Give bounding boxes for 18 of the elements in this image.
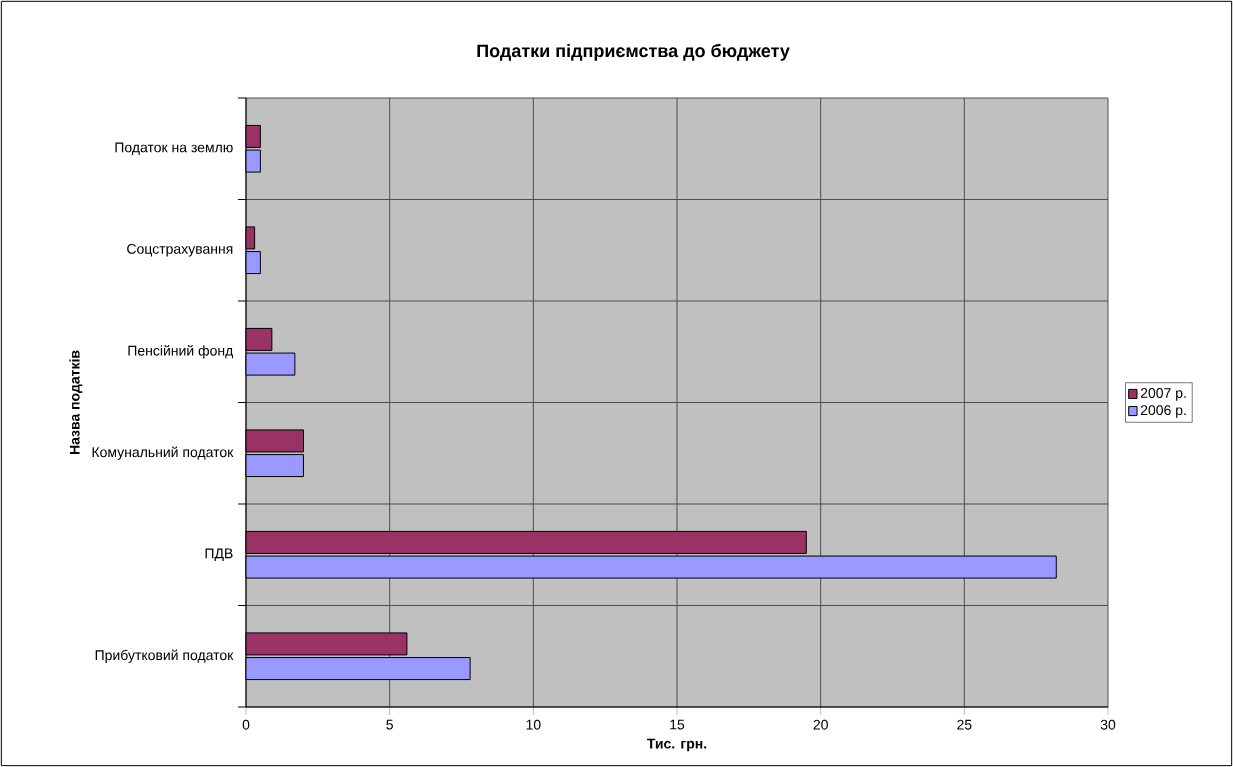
x-tick-label: 25 (957, 719, 972, 730)
x-axis-title: Тис. грн. (647, 738, 707, 752)
y-tick-label: Соцстрахування (127, 243, 233, 257)
x-tick-label: 0 (242, 719, 250, 730)
y-tick-label: ПДВ (205, 548, 233, 561)
x-tick-label: 30 (1100, 719, 1116, 730)
y-axis-title: Назва податків (69, 350, 83, 455)
chart-title: Податки підприємства до бюджету (477, 43, 790, 61)
x-tick-label: 15 (670, 719, 685, 730)
y-tick-label: Комунальний податок (92, 446, 234, 460)
x-tick-label: 20 (813, 719, 828, 730)
x-tick-label: 5 (386, 719, 393, 730)
y-tick-label: Пенсійний фонд (128, 345, 234, 359)
y-tick-label: Податок на землю (115, 142, 233, 155)
legend-label: 2006 р. (1140, 405, 1186, 418)
y-tick-label: Прибутковий податок (95, 649, 234, 663)
legend-label: 2007 р. (1140, 388, 1186, 401)
x-tick-label: 10 (526, 719, 541, 730)
